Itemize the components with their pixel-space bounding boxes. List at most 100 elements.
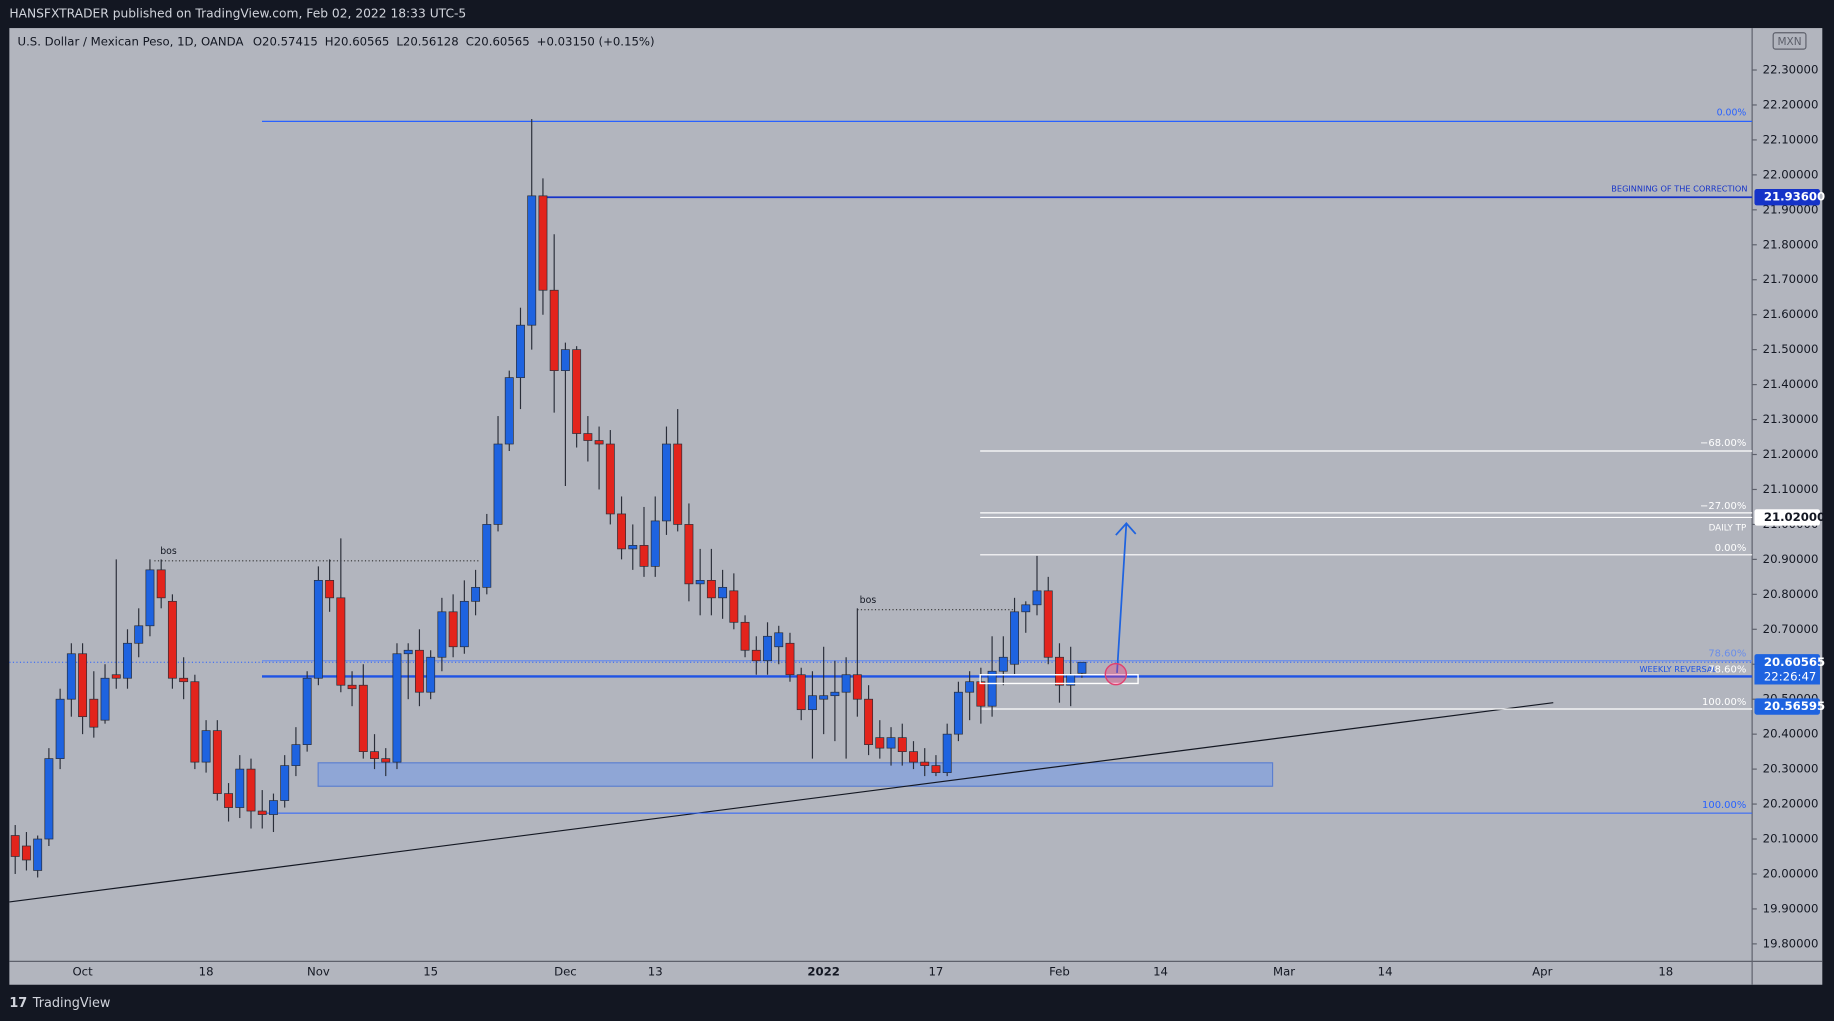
price-tag-label: 21.93600 [1764, 190, 1825, 204]
y-tick-label: 19.90000 [1763, 901, 1819, 915]
y-tick-label: 21.20000 [1763, 447, 1819, 461]
level-label: bos [160, 546, 177, 557]
candle-body [336, 597, 346, 686]
y-tick-label: 22.10000 [1763, 132, 1819, 146]
x-tick-label: 15 [423, 964, 438, 978]
level-label: −27.00% [1700, 501, 1746, 512]
candle-body [706, 579, 716, 599]
entry-box [979, 674, 1139, 685]
target-arrow [1116, 523, 1128, 674]
countdown: 22:26:47 [1764, 669, 1817, 683]
footer-brand: TradingView [32, 996, 111, 1011]
legend: U.S. Dollar / Mexican Peso, 1D, OANDA O20… [18, 35, 655, 49]
candle-body [246, 768, 256, 812]
y-tick-label: 21.30000 [1763, 412, 1819, 426]
countdown-bg [1754, 669, 1820, 685]
ohlc-value: L20.56128 [396, 35, 458, 49]
candle-body [78, 653, 88, 718]
candle-body [740, 621, 750, 651]
candle-body [111, 674, 121, 679]
candle-body [100, 677, 110, 721]
candle-body [414, 649, 424, 693]
candle-body [751, 649, 761, 662]
y-tick-label: 21.10000 [1763, 482, 1819, 496]
candle-body [909, 751, 918, 763]
candle-body [403, 649, 413, 655]
candle-body [257, 810, 267, 815]
candle-body [807, 695, 817, 711]
candle-body [21, 845, 31, 861]
candle-body [841, 674, 851, 693]
price-tag-label: 20.60565 [1764, 655, 1825, 669]
arrow-head [1115, 522, 1137, 536]
candle-body [190, 681, 200, 763]
candle-body [167, 600, 177, 679]
price-tag [1754, 654, 1820, 671]
price-tag [1754, 698, 1820, 715]
level-label: 100.00% [1702, 800, 1746, 811]
level-label: 78.60% [1708, 664, 1746, 675]
candle-body [44, 758, 54, 840]
price-tag-label: 21.02000 [1764, 510, 1825, 524]
candle-body [212, 730, 222, 794]
trendline [9, 702, 1554, 903]
candle-body [830, 691, 840, 697]
candle-body [89, 698, 99, 728]
candle-body [594, 440, 604, 445]
candle-body [10, 835, 20, 857]
candle-body [134, 625, 144, 644]
candle-body [358, 684, 368, 752]
candle-body [347, 684, 357, 690]
candle-body [729, 590, 739, 623]
x-tick-label: Mar [1273, 964, 1295, 978]
candle-body [313, 579, 323, 679]
candle-body [235, 768, 245, 808]
y-tick-label: 21.70000 [1763, 272, 1819, 286]
candle-body [987, 670, 997, 707]
candle-body [482, 524, 492, 588]
level-label: 0.00% [1717, 108, 1747, 119]
x-tick-label: Dec [554, 964, 577, 978]
y-tick-label: 21.40000 [1763, 377, 1819, 391]
candle-body [33, 838, 43, 871]
candle-body [976, 681, 986, 707]
candle-body [953, 691, 963, 735]
candle-body [302, 677, 312, 745]
y-tick-label: 20.20000 [1763, 797, 1819, 811]
y-tick-label: 20.10000 [1763, 832, 1819, 846]
candle-body [942, 733, 952, 773]
candle-body [448, 611, 458, 648]
y-tick-label: 22.00000 [1763, 167, 1819, 181]
x-tick-label: 2022 [807, 964, 840, 978]
x-tick-label: 14 [1153, 964, 1168, 978]
candle-body [156, 569, 166, 599]
currency: MXN [1777, 36, 1801, 48]
candle-body [370, 751, 379, 759]
x-tick-label: 13 [648, 964, 663, 978]
candle-body [920, 761, 930, 766]
level-label: DAILY TP [1709, 523, 1747, 533]
level-label: 78.60% [1708, 649, 1746, 660]
candle-body [1055, 656, 1064, 686]
price-tag [1754, 509, 1820, 526]
candle-body [381, 758, 391, 763]
candle-body [504, 377, 514, 445]
y-tick-label: 20.00000 [1763, 866, 1819, 880]
entry-marker [1104, 662, 1128, 686]
level-label: WEEKLY REVERSAL [1639, 664, 1717, 674]
candle-body [886, 737, 896, 749]
level-label: bos [860, 595, 877, 606]
symbol-title: U.S. Dollar / Mexican Peso, 1D, OANDA [18, 35, 244, 49]
candle-body [650, 520, 660, 567]
candle-body [852, 674, 862, 700]
candle-body [763, 635, 772, 662]
y-tick-label: 21.50000 [1763, 342, 1819, 356]
candle-body [392, 653, 402, 763]
price-tag-label: 20.56595 [1764, 699, 1825, 713]
x-tick-label: 17 [929, 964, 944, 978]
candle-body [684, 524, 694, 585]
x-tick-label: 14 [1378, 964, 1393, 978]
candle-body [998, 656, 1008, 672]
